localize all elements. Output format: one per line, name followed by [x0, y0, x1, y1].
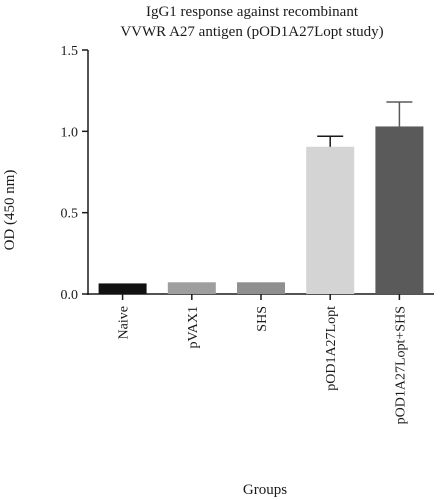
x-tick-label: SHS — [255, 306, 270, 332]
y-tick-label: 1.5 — [61, 44, 79, 59]
bar — [237, 282, 285, 294]
x-axis-label: Groups — [243, 482, 287, 498]
bar — [375, 126, 424, 294]
bar — [306, 146, 355, 294]
y-axis-label: OD (450 nm) — [2, 170, 18, 251]
x-tick-label: pOD1A27Lopt — [324, 306, 339, 391]
y-tick-label: 0.0 — [61, 288, 79, 303]
bar — [167, 282, 216, 294]
x-tick-label: pVAX1 — [186, 306, 201, 349]
bar — [98, 283, 147, 294]
y-tick-label: 1.0 — [61, 125, 79, 140]
y-tick-label: 0.5 — [61, 207, 79, 222]
chart-title-line-1: IgG1 response against recombinant — [146, 4, 359, 20]
chart-title-line-2: VVWR A27 antigen (pOD1A27Lopt study) — [120, 24, 383, 40]
x-tick-label: pOD1A27Lopt+SHS — [393, 306, 408, 424]
x-tick-label: Naive — [117, 306, 132, 339]
plot-area: 0.0 0.5 1.0 1.5 Naive pVAX1 SHS pOD1A27Lopt pOD1… — [61, 44, 434, 424]
